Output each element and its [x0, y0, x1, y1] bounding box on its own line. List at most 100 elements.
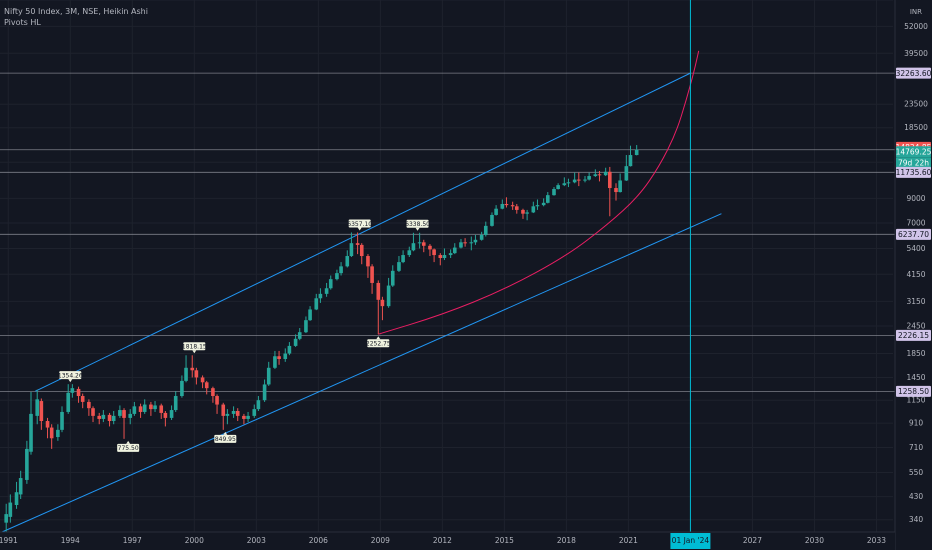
candle[interactable] — [138, 403, 143, 418]
candle[interactable] — [432, 248, 436, 263]
candle[interactable] — [541, 198, 546, 207]
candle[interactable] — [190, 355, 195, 378]
candle[interactable] — [355, 232, 360, 255]
candle[interactable] — [583, 176, 587, 183]
candle[interactable] — [18, 470, 23, 499]
candle[interactable] — [386, 277, 391, 308]
candle[interactable] — [459, 238, 463, 249]
candle[interactable] — [531, 201, 536, 214]
candle[interactable] — [514, 203, 519, 214]
candle[interactable] — [118, 405, 122, 418]
candle[interactable] — [328, 275, 333, 290]
candle[interactable] — [521, 208, 525, 219]
candle[interactable] — [169, 405, 174, 420]
candle[interactable] — [204, 380, 209, 395]
candle[interactable] — [597, 170, 602, 182]
candle[interactable] — [262, 379, 267, 402]
candle[interactable] — [252, 404, 257, 418]
candle[interactable] — [221, 402, 226, 430]
candle[interactable] — [159, 403, 164, 419]
candle[interactable] — [428, 244, 432, 257]
channel-lower-line[interactable] — [1, 213, 722, 533]
candle[interactable] — [39, 398, 44, 430]
candle[interactable] — [634, 145, 639, 156]
candle[interactable] — [273, 350, 277, 370]
candle[interactable] — [297, 328, 302, 341]
candle[interactable] — [163, 411, 168, 427]
candle[interactable] — [308, 306, 312, 321]
price-badge[interactable]: 11735.60 — [896, 166, 932, 178]
candle[interactable] — [211, 386, 215, 403]
price-badge[interactable]: 32263.60 — [896, 67, 932, 79]
candle[interactable] — [184, 355, 188, 383]
candle[interactable] — [76, 386, 81, 403]
candle[interactable] — [562, 177, 567, 187]
pivot-high-label[interactable]: 6357.10 — [347, 219, 372, 231]
candle[interactable] — [421, 239, 426, 253]
candle[interactable] — [304, 316, 308, 334]
candle[interactable] — [25, 440, 29, 484]
candle[interactable] — [256, 396, 261, 412]
candle[interactable] — [494, 205, 498, 216]
candle[interactable] — [277, 350, 281, 365]
candle[interactable] — [231, 406, 236, 418]
pivot-high-label[interactable]: 1818.15 — [182, 342, 207, 354]
candle[interactable] — [624, 155, 629, 181]
candle[interactable] — [29, 392, 33, 455]
candle[interactable] — [510, 201, 515, 210]
candle[interactable] — [194, 367, 199, 385]
candle[interactable] — [442, 248, 447, 261]
time-axis[interactable]: 1991 1994 1997 2000 2003 2006 2009 2012 2015 2018… — [0, 531, 895, 550]
candle[interactable] — [97, 412, 102, 425]
candle[interactable] — [180, 375, 184, 398]
candle[interactable] — [473, 234, 478, 245]
candle[interactable] — [111, 411, 116, 425]
candle[interactable] — [8, 494, 13, 523]
candle[interactable] — [345, 250, 350, 268]
candle[interactable] — [417, 232, 422, 249]
candle[interactable] — [603, 167, 608, 177]
candle[interactable] — [390, 265, 395, 287]
pivot-low-label[interactable]: 2252.75 — [366, 336, 391, 348]
candle[interactable] — [66, 384, 71, 414]
candle[interactable] — [173, 391, 178, 412]
candle[interactable] — [593, 169, 598, 177]
candle[interactable] — [556, 183, 560, 190]
candle[interactable] — [552, 187, 556, 196]
candle[interactable] — [4, 503, 9, 532]
candle[interactable] — [572, 172, 577, 184]
candle[interactable] — [56, 424, 60, 441]
candle[interactable] — [380, 296, 385, 321]
candle[interactable] — [452, 243, 457, 255]
candle[interactable] — [401, 250, 405, 264]
candle[interactable] — [266, 361, 271, 386]
candle[interactable] — [628, 145, 633, 167]
candle[interactable] — [618, 173, 622, 193]
candle[interactable] — [339, 262, 343, 276]
candle[interactable] — [14, 481, 19, 509]
channel-upper-line[interactable] — [34, 72, 691, 392]
candle[interactable] — [490, 212, 494, 227]
price-axis[interactable]: 340 430 550 710 910 1150 1450 1850 2450 3150 4150 5… — [894, 0, 932, 550]
candle[interactable] — [407, 246, 412, 258]
date-marker-badge[interactable]: 01 Jan '24 — [670, 533, 711, 549]
candle[interactable] — [200, 375, 205, 389]
candle[interactable] — [142, 399, 147, 414]
candle[interactable] — [235, 408, 240, 422]
candle[interactable] — [397, 256, 401, 272]
candle[interactable] — [483, 221, 488, 237]
price-badge[interactable]: 1258.50 — [896, 385, 931, 397]
candle[interactable] — [70, 384, 75, 398]
candle[interactable] — [370, 264, 374, 294]
candle[interactable] — [587, 172, 591, 181]
candle[interactable] — [376, 280, 381, 335]
candle[interactable] — [153, 401, 157, 412]
candle[interactable] — [225, 409, 230, 425]
price-badge[interactable]: 6237.70 — [896, 228, 931, 240]
pivot-low-label[interactable]: 849.95 — [214, 431, 237, 443]
pivot-high-label[interactable]: 6338.50 — [405, 219, 430, 231]
candle[interactable] — [607, 166, 612, 217]
pivot-high-label[interactable]: 1354.26 — [58, 371, 83, 383]
pivot-low-label[interactable]: 775.50 — [117, 440, 140, 452]
candle[interactable] — [293, 334, 298, 347]
